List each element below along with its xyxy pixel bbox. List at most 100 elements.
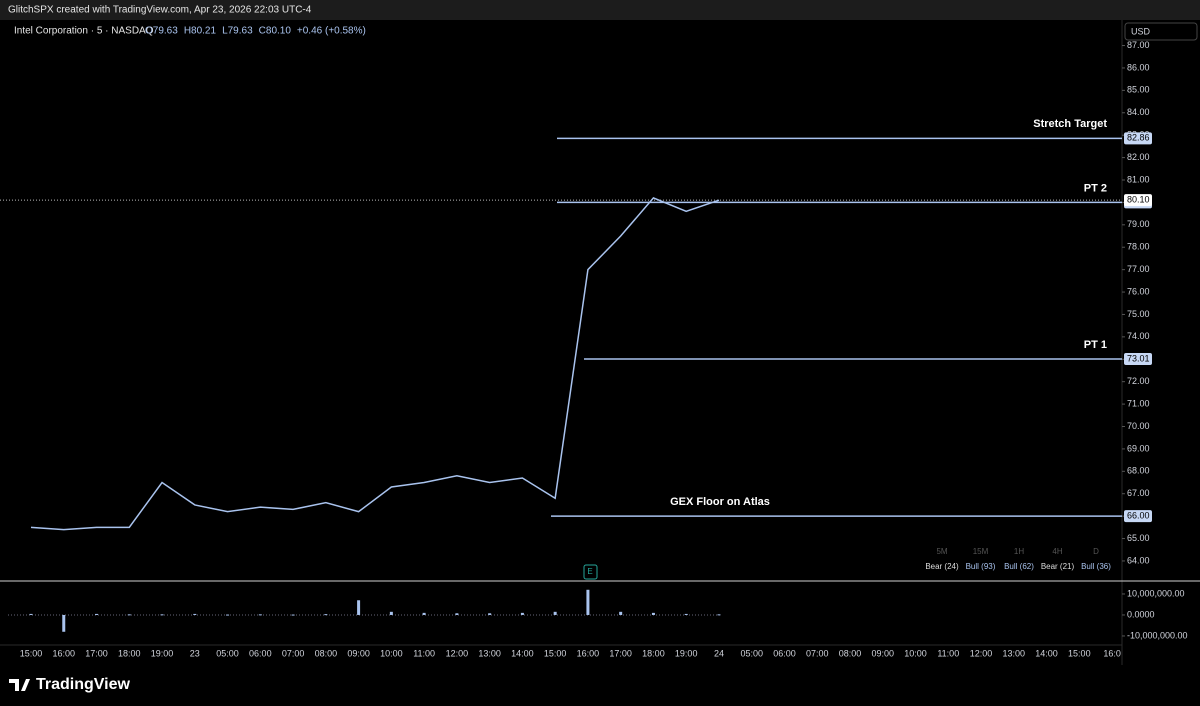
y-tick-label: 86.00 [1127,62,1150,72]
level-name: GEX Floor on Atlas [670,496,770,508]
header: GlitchSPX created with TradingView.com, … [8,5,312,16]
y-tick-label: 65.00 [1127,533,1150,543]
x-tick-label: 08:00 [839,648,862,658]
y-tick-label: 67.00 [1127,488,1150,498]
x-tick-label: 16:00 [52,648,75,658]
x-tick-label: 18:00 [118,648,141,658]
oscillator-bar [193,613,197,615]
oscillator-bar [127,614,131,616]
timeframe: D [1093,547,1099,556]
oscillator-bar [619,611,623,615]
x-tick-label: 13:00 [478,648,501,658]
y-tick-label: 69.00 [1127,443,1150,453]
timeframe: 4H [1052,547,1062,556]
level-price: 73.01 [1127,353,1150,363]
oscillator-bar [684,613,688,615]
signal: Bull (62) [1004,562,1034,571]
x-tick-label: 06:00 [249,648,272,658]
x-tick-label: 17:00 [609,648,632,658]
level-price: 82.86 [1127,133,1150,143]
x-tick-label: 14:00 [511,648,534,658]
x-tick-label: 08:00 [315,648,338,658]
signal: Bull (36) [1081,562,1111,571]
ohlc-value: H80.21 [184,26,217,37]
y-tick-label: 70.00 [1127,421,1150,431]
y2-tick-label: -10,000,000.00 [1127,630,1188,640]
x-tick-label: 10:00 [904,648,927,658]
y-tick-label: 78.00 [1127,242,1150,252]
x-tick-label: 19:00 [675,648,698,658]
x-tick-label: 07:00 [282,648,305,658]
x-tick-label: 11:00 [413,648,435,658]
x-tick-label: 05:00 [740,648,763,658]
ohlc-value: O79.63 [145,26,178,37]
x-tick-label: 06:00 [773,648,796,658]
oscillator-bar [389,611,393,615]
oscillator-bar [226,614,230,616]
y-tick-label: 76.00 [1127,286,1150,296]
y-tick-label: 75.00 [1127,309,1150,319]
currency: USD [1131,26,1151,36]
x-tick-label: 09:00 [347,648,370,658]
oscillator-bar [258,614,262,616]
ohlc-value: C80.10 [259,26,292,37]
x-tick-label: 07:00 [806,648,829,658]
x-tick-label: 15:00 [20,648,43,658]
y-tick-label: 85.00 [1127,85,1150,95]
y2-tick-label: 10,000,000.00 [1127,588,1185,598]
x-tick-label: 24 [714,648,724,658]
oscillator-bar [520,612,524,615]
footer-logo: TradingView [36,676,131,693]
earnings-letter: E [587,567,592,576]
x-tick-label: 16:0 [1103,648,1121,658]
x-tick-label: 11:00 [937,648,959,658]
x-tick-label: 23 [190,648,200,658]
oscillator-bar [422,612,426,615]
level-price-box [1124,132,1152,145]
oscillator-bar [324,614,328,616]
oscillator-bar [291,614,295,616]
level-name: Stretch Target [1033,118,1107,130]
x-tick-label: 09:00 [871,648,894,658]
currency-box [1124,22,1198,41]
x-tick-label: 15:00 [544,648,567,658]
x-tick-label: 14:00 [1035,648,1058,658]
oscillator-bar [357,600,361,615]
ohlc-value: +0.46 (+0.58%) [297,26,366,37]
y-tick-label: 64.00 [1127,555,1150,565]
x-tick-label: 16:00 [577,648,600,658]
signal: Bear (21) [1041,562,1075,571]
x-tick-label: 12:00 [970,648,993,658]
footer-bar [0,665,1200,706]
oscillator-bar [160,614,164,616]
price-line [30,197,720,531]
x-tick-label: 17:00 [85,648,108,658]
earnings-icon [583,564,598,580]
y-tick-label: 87.00 [1127,40,1150,50]
header-bar [0,0,1200,20]
y-tick-label: 72.00 [1127,376,1150,386]
oscillator-bar [95,613,99,615]
signal: Bull (93) [966,562,996,571]
x-tick-label: 12:00 [446,648,469,658]
timeframe: 1H [1014,547,1024,556]
y-tick-label: 81.00 [1127,174,1150,184]
logo-icon [9,679,30,691]
last-price: 80.10 [1127,195,1150,205]
y-tick-label: 82.00 [1127,152,1150,162]
timeframe: 5M [936,547,947,556]
signal: Bear (24) [925,562,959,571]
y-tick-label: 77.00 [1127,264,1150,274]
x-tick-label: 19:00 [151,648,174,658]
ohlc-value: L79.63 [222,26,253,37]
x-tick-label: 13:00 [1003,648,1026,658]
oscillator-bar [29,613,33,615]
y-tick-label: 71.00 [1127,398,1150,408]
level-name: PT 1 [1084,339,1107,351]
oscillator-bar [717,614,721,616]
oscillator-bar [455,613,459,615]
oscillator-bar [553,611,557,615]
x-tick-label: 10:00 [380,648,403,658]
x-tick-label: 15:00 [1068,648,1091,658]
x-tick-label: 18:00 [642,648,665,658]
